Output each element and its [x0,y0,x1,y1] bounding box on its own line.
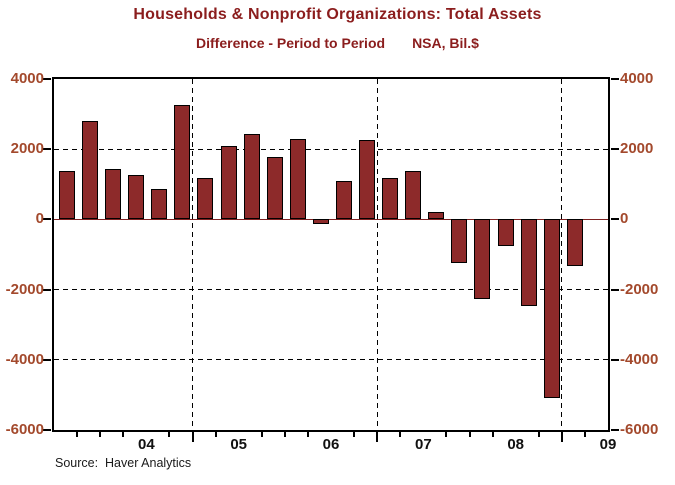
bar-2004Q1 [105,168,122,220]
bar-2009Q1 [566,219,583,266]
bar-2006Q2 [312,219,329,225]
x-tick-q17 [445,432,448,437]
bar-2005Q4 [266,156,283,220]
bar-2004Q4 [174,104,191,220]
x-tick-q7 [214,432,217,437]
x-tick-q6 [191,432,194,442]
gridline-v-q6 [192,79,193,430]
gridline-h--4000 [54,359,608,361]
bar-2006Q4 [359,139,375,220]
bar-2003Q3 [58,170,75,220]
x-tick-q19 [491,432,494,437]
bar-2004Q3 [151,189,168,220]
y-tick-left--6000 [43,429,51,431]
bar-2008Q4 [543,219,560,398]
x-label-07: 07 [414,436,432,453]
x-tick-q10 [283,432,286,437]
y-tick-left-4000 [43,78,51,80]
subtitle-units: NSA, Bil.$ [412,35,479,51]
gridline-v-q14 [376,79,378,430]
y-tick-right-0 [611,218,619,221]
x-tick-q23 [583,432,586,437]
y-label-right--2000: -2000 [620,280,659,298]
gridline-h-2000 [54,148,608,150]
bar-2007Q3 [428,212,445,220]
y-label-right-4000: 4000 [620,70,654,87]
y-tick-left--4000 [43,358,51,361]
y-label-right--4000: -4000 [620,350,659,368]
y-tick-left-0 [43,218,51,221]
y-tick-left-2000 [43,148,51,151]
x-tick-q2 [99,432,102,437]
bar-2004Q2 [128,174,145,220]
x-tick-q9 [260,432,263,437]
y-tick-right--2000 [611,288,619,291]
chart-title: Households & Nonprofit Organizations: To… [133,6,542,23]
x-tick-q18 [468,432,471,437]
y-label-right-2000: 2000 [620,140,654,158]
y-label-left--6000: -6000 [5,421,44,438]
bar-2006Q1 [289,139,306,220]
x-label-08: 08 [507,436,524,453]
bar-2005Q1 [197,178,214,220]
bar-2006Q3 [335,181,352,220]
x-label-09: 09 [599,436,617,453]
y-tick-right--4000 [611,358,619,361]
x-label-06: 06 [322,436,340,453]
y-label-right-0: 0 [620,210,629,228]
chart-subtitle: Difference - Period to Period NSA, Bil.$ [0,35,675,51]
x-tick-q14 [376,432,379,442]
x-tick-q22 [560,432,563,442]
y-label-left-2000: 2000 [10,140,44,158]
bar-2008Q3 [520,219,537,306]
y-label-left-4000: 4000 [10,70,44,87]
bar-2003Q4 [82,121,98,220]
plot-area [52,77,610,432]
x-tick-q21 [537,432,540,437]
y-label-left--4000: -4000 [5,350,44,368]
y-label-left--2000: -2000 [5,280,44,298]
y-label-right--6000: -6000 [620,421,659,438]
bar-2005Q2 [220,146,237,220]
y-tick-right--6000 [611,429,619,431]
gridline-h--2000 [54,289,608,291]
x-label-05: 05 [230,436,247,453]
bar-2008Q2 [497,219,514,246]
x-label-04: 04 [137,436,155,453]
x-tick-q5 [168,432,171,437]
x-tick-q11 [306,432,309,437]
subtitle-transform: Difference - Period to Period [196,35,386,51]
zero-baseline [54,218,608,221]
bar-2005Q3 [243,134,260,220]
bar-2007Q4 [451,219,468,264]
x-tick-q1 [76,432,79,437]
y-tick-right-2000 [611,148,619,151]
x-tick-q13 [353,432,356,437]
gridline-v-q22 [561,79,563,430]
y-label-left-0: 0 [35,210,44,228]
source-note: Source: Haver Analytics [55,456,192,470]
x-tick-q3 [122,432,125,437]
y-tick-right-4000 [611,78,619,80]
y-tick-left--2000 [43,288,51,291]
x-tick-q15 [399,432,402,437]
bar-2008Q1 [474,219,491,299]
bar-2007Q1 [382,178,399,220]
bar-2007Q2 [405,170,422,220]
